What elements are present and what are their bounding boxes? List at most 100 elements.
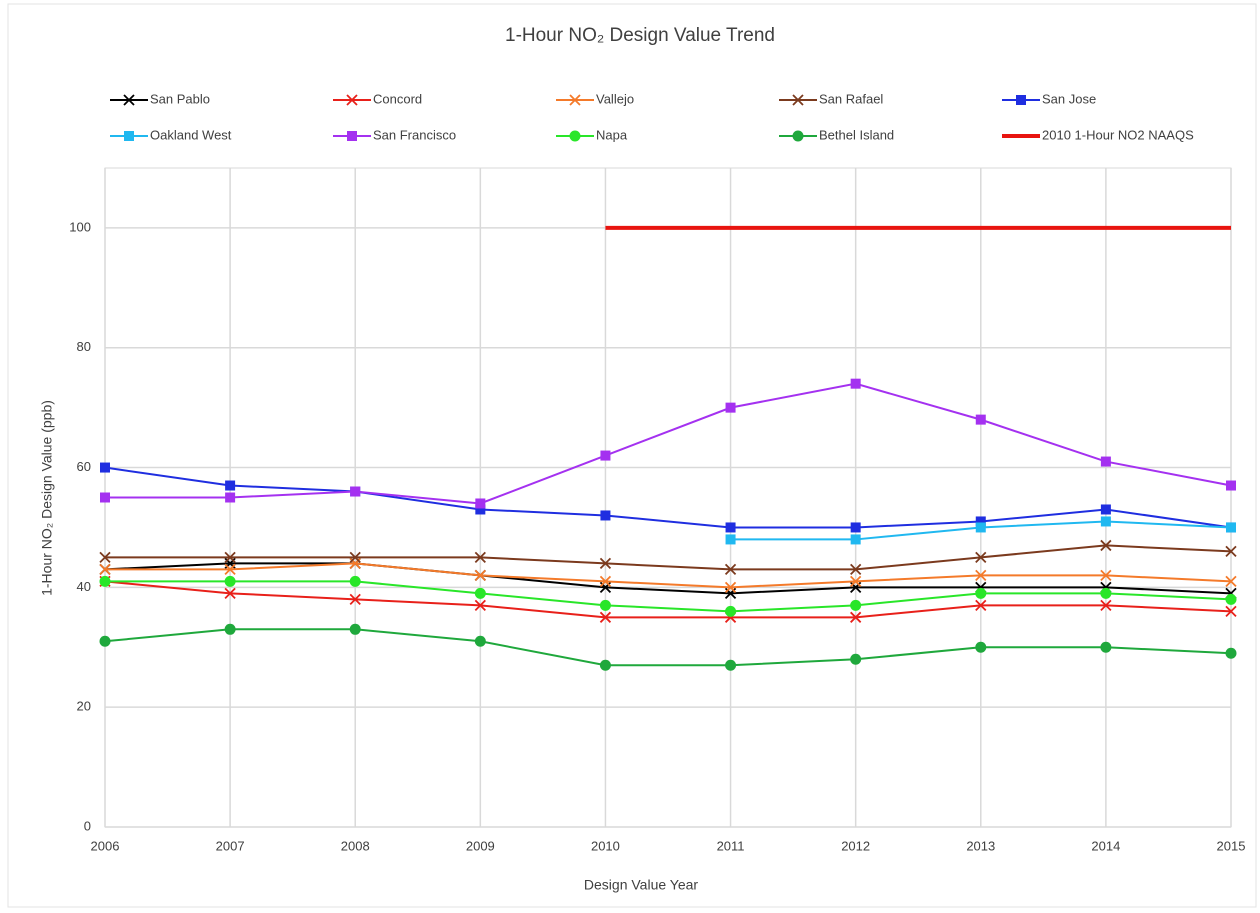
marker: [1100, 456, 1111, 467]
marker: [725, 605, 737, 617]
series-line: [104, 466, 1232, 529]
marker: [474, 569, 486, 582]
marker: [975, 414, 986, 425]
legend-label: Oakland West: [150, 127, 232, 142]
y-tick-label: 20: [77, 699, 91, 714]
marker: [1225, 605, 1237, 617]
legend-marker: [792, 94, 804, 106]
marker: [850, 575, 862, 588]
x-tick-label: 2008: [341, 838, 370, 853]
legend-marker: [346, 94, 358, 106]
marker: [100, 462, 110, 473]
marker: [1225, 593, 1237, 605]
x-tick-label: 2013: [966, 838, 995, 853]
marker: [100, 492, 110, 503]
marker: [975, 522, 986, 533]
marker: [349, 593, 361, 605]
marker: [975, 569, 987, 582]
marker: [224, 623, 236, 635]
y-tick-label: 80: [77, 339, 91, 354]
marker: [1226, 480, 1236, 491]
marker: [725, 522, 736, 533]
marker: [99, 551, 111, 564]
marker: [599, 575, 612, 588]
marker: [599, 599, 611, 611]
marker: [850, 563, 862, 576]
marker: [350, 486, 361, 497]
series-line: [105, 544, 1232, 571]
marker: [724, 563, 737, 576]
series-line: [104, 580, 1232, 619]
marker: [600, 510, 611, 521]
marker: [474, 599, 486, 611]
x-tick-label: 2010: [591, 838, 620, 853]
marker: [224, 551, 236, 564]
marker: [225, 480, 236, 491]
legend-marker: [569, 130, 581, 142]
marker: [725, 402, 736, 413]
marker: [1226, 522, 1236, 533]
legend-label: Napa: [596, 127, 628, 142]
legend-marker: [123, 94, 135, 106]
marker: [599, 611, 612, 623]
marker: [850, 653, 862, 665]
marker: [1100, 641, 1112, 653]
legend-label: San Francisco: [373, 127, 456, 142]
marker: [725, 534, 736, 545]
y-tick-label: 60: [77, 459, 91, 474]
marker: [1100, 516, 1111, 527]
marker: [1100, 539, 1112, 552]
marker: [224, 587, 236, 599]
marker: [1225, 575, 1237, 588]
x-tick-label: 2011: [717, 838, 745, 853]
legend-label: San Rafael: [819, 91, 883, 106]
marker: [474, 587, 486, 599]
legend-label: San Jose: [1042, 91, 1096, 106]
marker: [349, 575, 361, 587]
marker: [474, 551, 486, 564]
marker: [600, 450, 611, 461]
marker: [1100, 599, 1112, 611]
marker: [99, 563, 111, 576]
legend-label: San Pablo: [150, 91, 210, 106]
x-axis-label: Design Value Year: [584, 877, 698, 893]
series-line: [104, 562, 1232, 595]
marker: [1225, 647, 1237, 659]
series-line: [105, 580, 1232, 613]
y-axis-label: 1-Hour NO₂ Design Value (ppb): [39, 400, 55, 596]
legend-label: 2010 1-Hour NO2 NAAQS: [1042, 127, 1194, 142]
legend-marker: [569, 94, 581, 106]
chart-title: 1-Hour NO₂ Design Value Trend: [505, 25, 775, 46]
marker: [975, 641, 987, 653]
marker: [349, 623, 361, 635]
x-tick-label: 2007: [216, 838, 245, 853]
marker: [224, 563, 236, 576]
y-tick-label: 100: [69, 219, 91, 234]
marker: [224, 575, 236, 587]
marker: [724, 581, 737, 594]
marker: [1100, 504, 1111, 515]
marker: [99, 635, 111, 647]
marker: [975, 599, 987, 611]
marker: [850, 522, 861, 533]
x-tick-label: 2006: [91, 838, 120, 853]
marker: [599, 557, 612, 570]
marker: [975, 587, 987, 599]
marker: [475, 504, 486, 515]
series-line: [104, 628, 1232, 667]
y-tick-label: 0: [84, 818, 91, 833]
legend-label: Concord: [373, 91, 422, 106]
legend-label: Vallejo: [596, 91, 634, 106]
x-tick-label: 2014: [1091, 838, 1120, 853]
marker: [475, 498, 486, 509]
marker: [975, 516, 986, 527]
series-line: [105, 562, 1232, 589]
legend-marker: [1016, 95, 1026, 105]
legend-marker: [347, 131, 357, 141]
marker: [599, 659, 611, 671]
marker: [1100, 587, 1112, 599]
chart-frame: [7, 3, 1257, 908]
marker: [349, 551, 361, 564]
marker: [725, 659, 737, 671]
